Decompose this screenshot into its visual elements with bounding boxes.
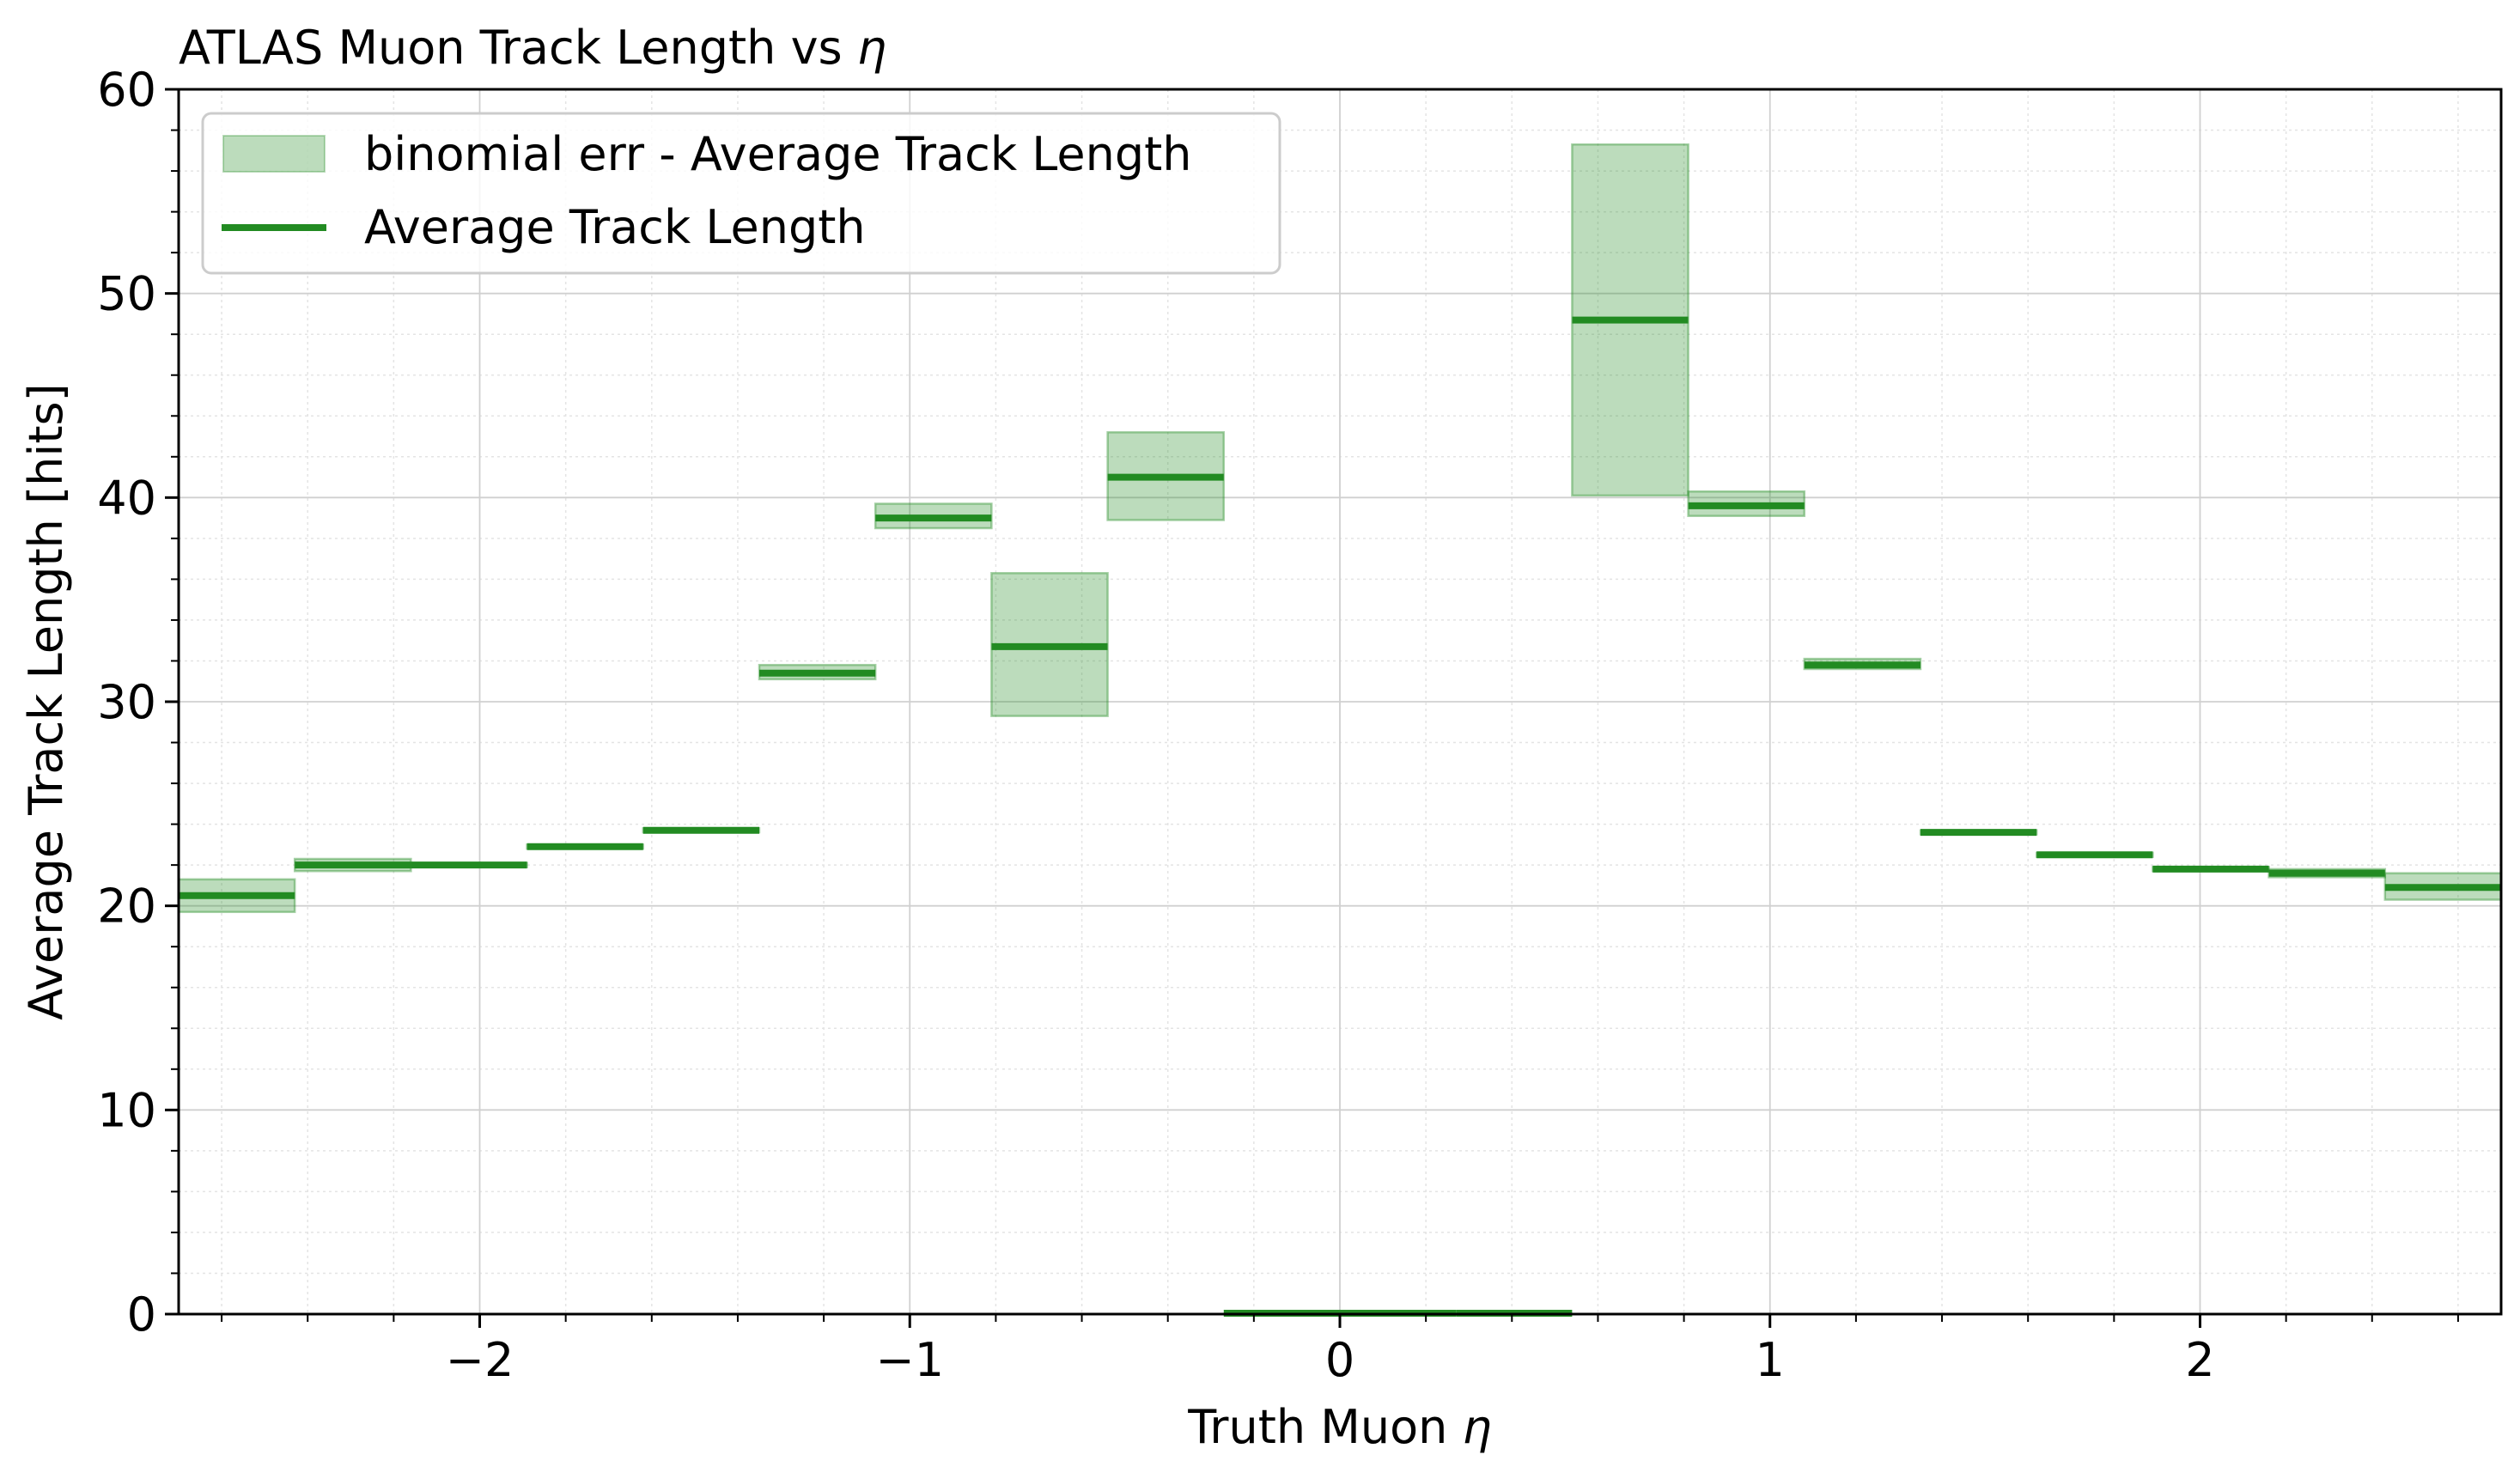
legend-label-line: Average Track Length (364, 200, 866, 254)
legend-label-band: binomial err - Average Track Length (364, 127, 1192, 181)
legend-band-swatch (222, 135, 326, 173)
y-tick-label: 0 (127, 1287, 156, 1342)
x-tick-label: −2 (446, 1333, 514, 1387)
y-tick-label: 60 (97, 63, 156, 117)
legend-box (201, 112, 1281, 275)
y-tick-label: 40 (97, 471, 156, 525)
y-tick-label: 20 (97, 879, 156, 934)
y-axis-label: Average Track Length [hits] (19, 383, 73, 1019)
x-tick-label: −1 (875, 1333, 944, 1387)
x-tick-label: 1 (1756, 1333, 1785, 1387)
y-tick-label: 30 (97, 675, 156, 729)
x-tick-label: 0 (1325, 1333, 1354, 1387)
x-tick-labels: −2 −1 0 1 2 (446, 1333, 2215, 1387)
y-tick-label: 50 (97, 267, 156, 321)
y-tick-label: 10 (97, 1083, 156, 1137)
y-tick-labels: 0 10 20 30 40 50 60 (97, 63, 156, 1342)
x-axis-label: Truth Muon η (1187, 1400, 1492, 1454)
chart-title: ATLAS Muon Track Length vs η (179, 21, 886, 75)
plot-frame (177, 88, 2503, 1316)
legend: binomial err - Average Track Length Aver… (201, 112, 1281, 275)
major-ticks (165, 88, 2201, 1328)
x-tick-label: 2 (2185, 1333, 2214, 1387)
